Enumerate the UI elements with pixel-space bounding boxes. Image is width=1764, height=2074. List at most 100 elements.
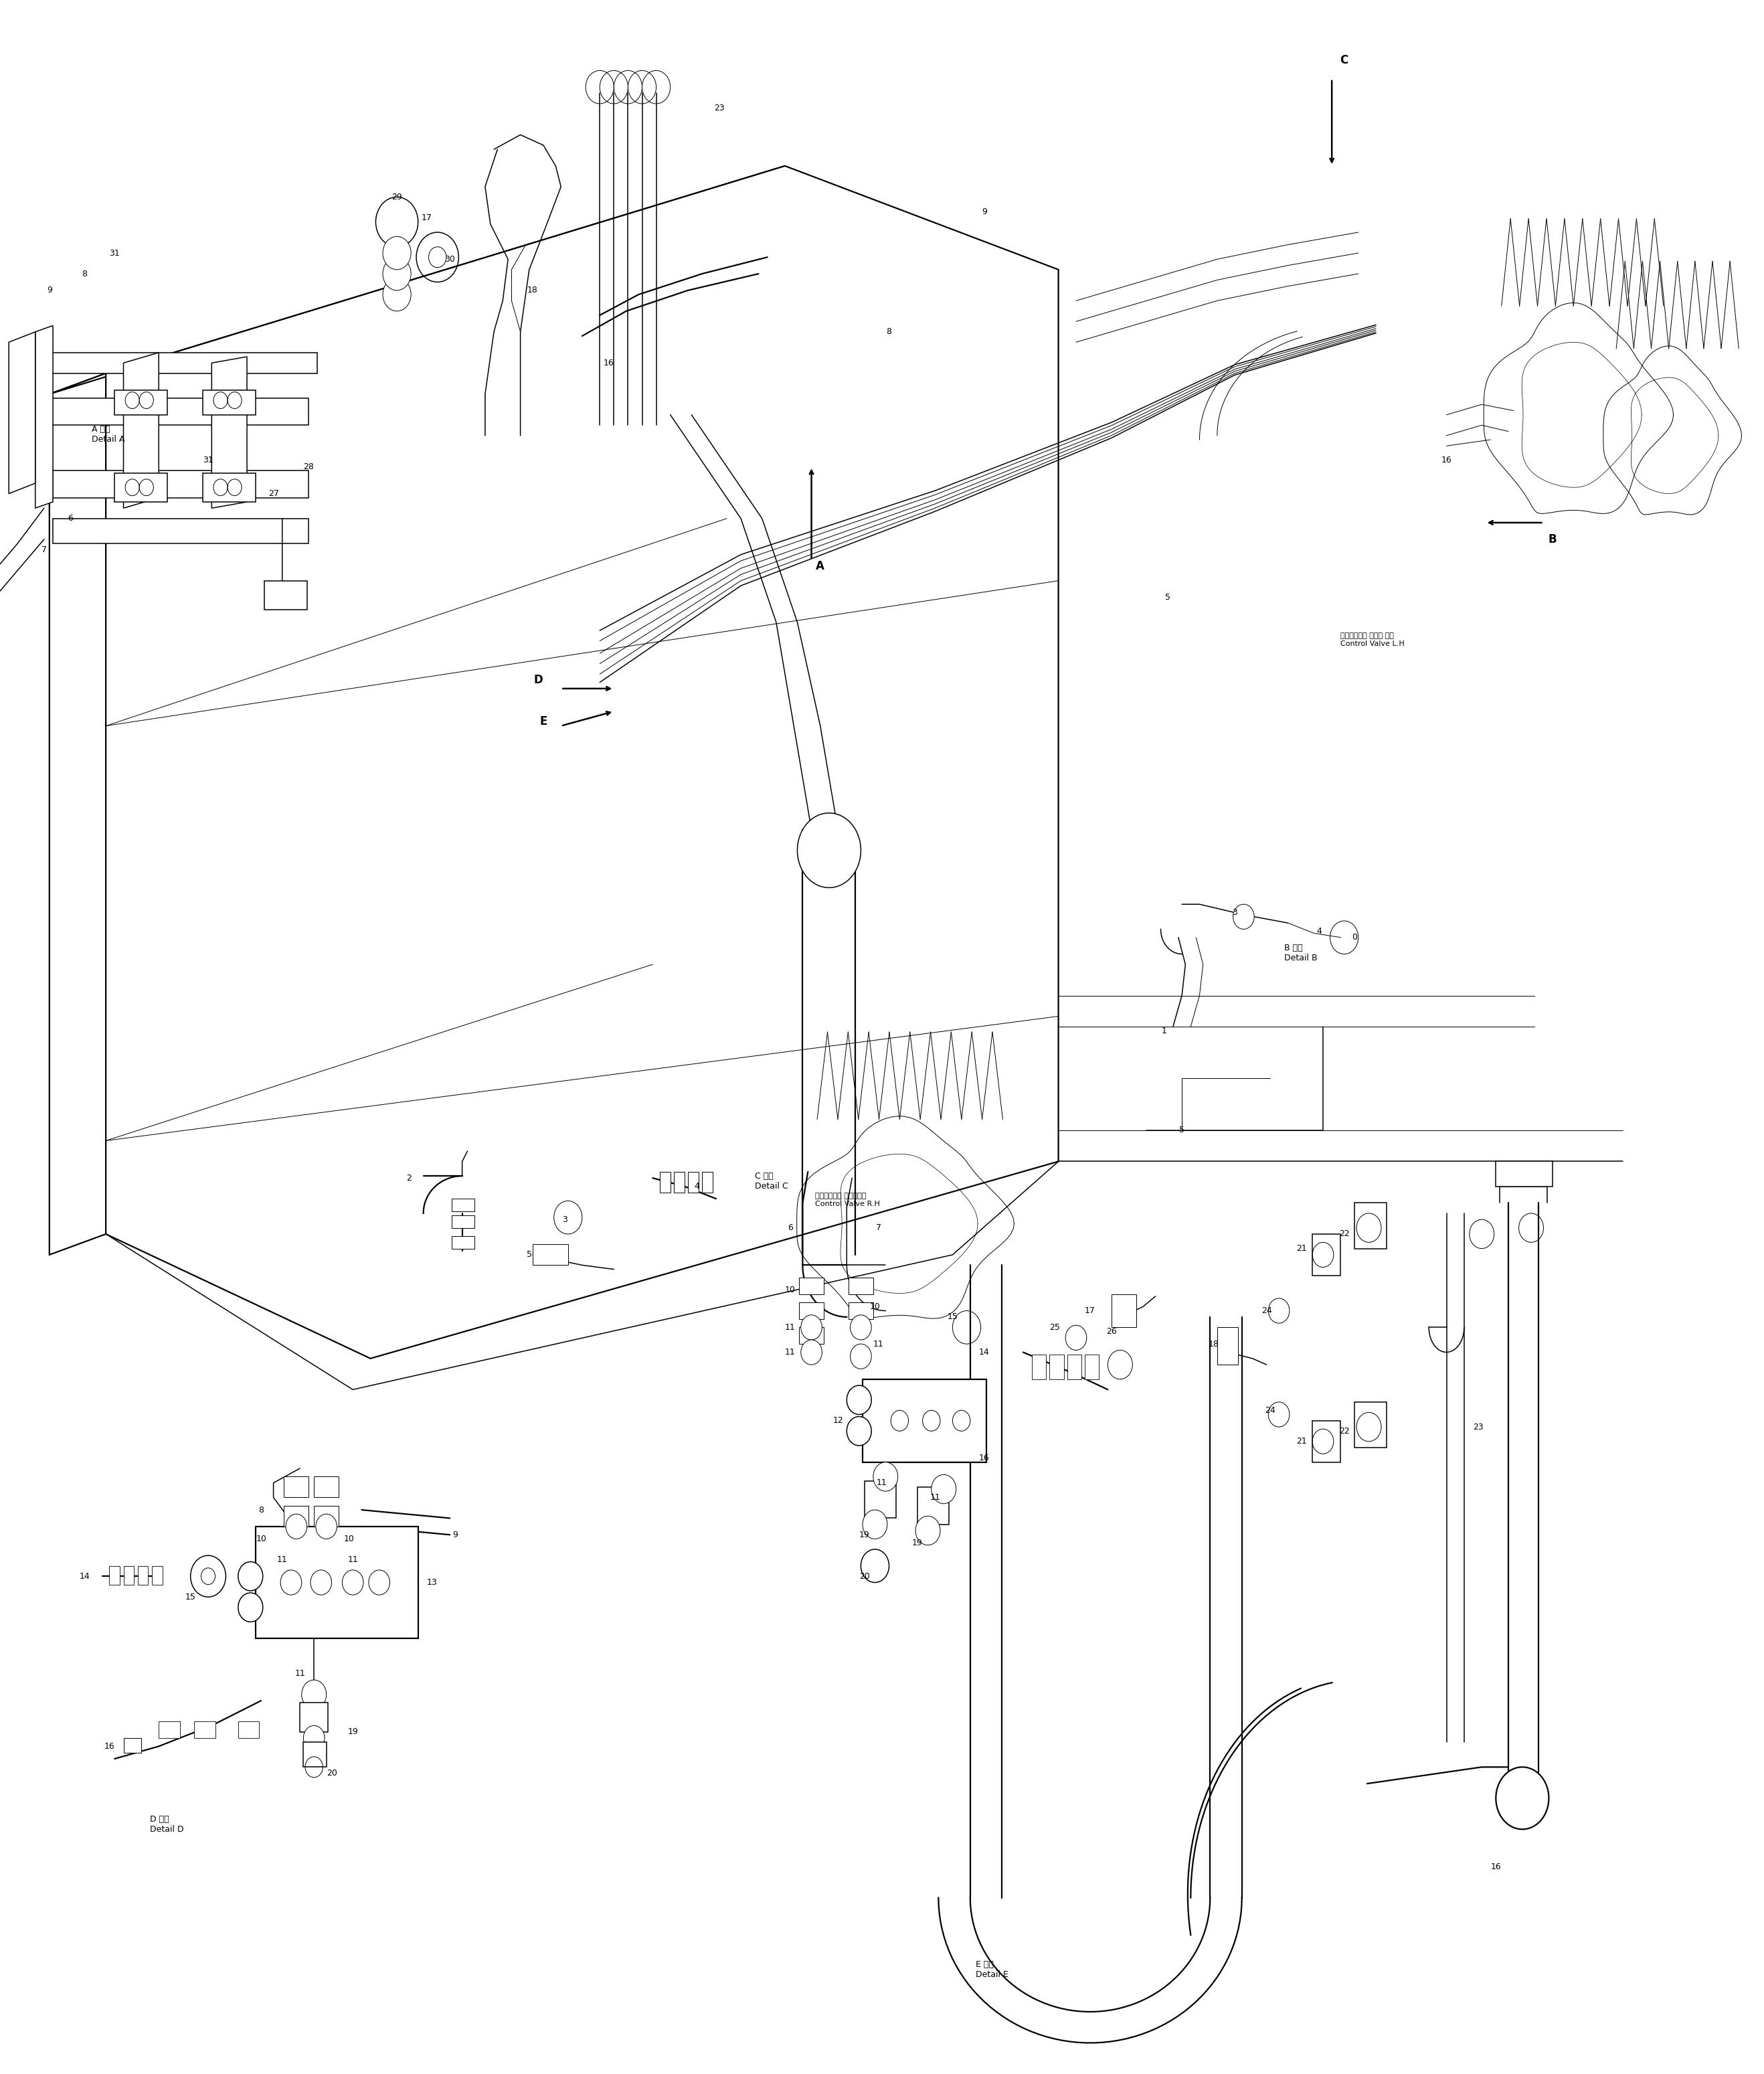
Circle shape [238, 1562, 263, 1591]
Text: 6: 6 [789, 1224, 792, 1232]
FancyBboxPatch shape [256, 1526, 418, 1638]
FancyBboxPatch shape [1050, 1354, 1064, 1379]
FancyBboxPatch shape [115, 473, 168, 502]
Text: 7: 7 [41, 545, 48, 554]
Text: 10: 10 [256, 1535, 266, 1543]
Circle shape [850, 1315, 871, 1340]
Circle shape [342, 1570, 363, 1595]
Text: 22: 22 [1339, 1427, 1349, 1435]
FancyBboxPatch shape [159, 1721, 180, 1738]
FancyBboxPatch shape [452, 1236, 475, 1249]
Circle shape [383, 278, 411, 311]
Text: 19: 19 [912, 1539, 923, 1547]
Text: 10: 10 [785, 1286, 796, 1294]
Text: 11: 11 [873, 1340, 884, 1348]
Circle shape [1268, 1298, 1289, 1323]
FancyBboxPatch shape [1032, 1354, 1046, 1379]
FancyBboxPatch shape [314, 1477, 339, 1497]
FancyBboxPatch shape [848, 1302, 873, 1319]
FancyBboxPatch shape [265, 581, 307, 610]
Circle shape [316, 1514, 337, 1539]
FancyBboxPatch shape [452, 1215, 475, 1228]
Text: 19: 19 [859, 1531, 870, 1539]
Text: E 詳細
Detail E: E 詳細 Detail E [975, 1960, 1009, 1979]
Polygon shape [44, 353, 318, 373]
Text: 11: 11 [877, 1479, 887, 1487]
Text: 1: 1 [1162, 1027, 1166, 1035]
Polygon shape [49, 166, 785, 394]
Text: 11: 11 [295, 1670, 305, 1678]
Polygon shape [44, 398, 309, 425]
FancyBboxPatch shape [238, 1721, 259, 1738]
Text: コントロール バルブ右側
Control Valve R.H: コントロール バルブ右側 Control Valve R.H [815, 1193, 880, 1207]
Circle shape [847, 1385, 871, 1414]
FancyBboxPatch shape [1111, 1294, 1136, 1327]
Text: 21: 21 [1297, 1244, 1307, 1253]
Circle shape [931, 1475, 956, 1504]
Text: 17: 17 [1085, 1307, 1095, 1315]
Polygon shape [123, 353, 159, 508]
Text: 5: 5 [1178, 1126, 1185, 1134]
Text: コントロール バルブ 左側
Control Valve L.H: コントロール バルブ 左側 Control Valve L.H [1341, 633, 1404, 647]
FancyBboxPatch shape [799, 1302, 824, 1319]
Text: 5: 5 [1164, 593, 1171, 601]
Circle shape [1268, 1402, 1289, 1427]
Text: 21: 21 [1297, 1437, 1307, 1446]
Circle shape [303, 1726, 325, 1750]
Text: 8: 8 [258, 1506, 265, 1514]
Circle shape [797, 813, 861, 888]
Text: 30: 30 [445, 255, 455, 263]
Polygon shape [53, 471, 309, 498]
Text: 26: 26 [1106, 1327, 1117, 1336]
Circle shape [1496, 1767, 1549, 1829]
Text: A 詳細
Detail A: A 詳細 Detail A [92, 425, 125, 444]
FancyBboxPatch shape [203, 473, 256, 502]
Circle shape [1108, 1350, 1132, 1379]
Circle shape [850, 1344, 871, 1369]
FancyBboxPatch shape [1085, 1354, 1099, 1379]
Text: 3: 3 [1233, 908, 1237, 917]
Text: 16: 16 [603, 359, 614, 367]
Polygon shape [212, 357, 247, 508]
FancyBboxPatch shape [284, 1506, 309, 1526]
Text: 11: 11 [348, 1556, 358, 1564]
FancyBboxPatch shape [660, 1172, 670, 1193]
FancyBboxPatch shape [1312, 1234, 1341, 1276]
Text: 22: 22 [1339, 1230, 1349, 1238]
Circle shape [953, 1410, 970, 1431]
Text: A: A [817, 560, 824, 572]
Text: 2: 2 [407, 1174, 411, 1182]
Text: 17: 17 [422, 214, 432, 222]
FancyBboxPatch shape [123, 1738, 141, 1753]
Circle shape [383, 236, 411, 270]
Text: 4: 4 [695, 1182, 699, 1190]
Circle shape [201, 1568, 215, 1585]
Circle shape [238, 1593, 263, 1622]
Circle shape [863, 1510, 887, 1539]
Text: 31: 31 [109, 249, 120, 257]
Circle shape [383, 257, 411, 290]
Circle shape [429, 247, 446, 268]
FancyBboxPatch shape [533, 1244, 568, 1265]
Text: 29: 29 [392, 193, 402, 201]
Text: 12: 12 [833, 1417, 843, 1425]
Text: B: B [1549, 533, 1556, 545]
Text: 27: 27 [268, 489, 279, 498]
Text: 11: 11 [277, 1556, 288, 1564]
Polygon shape [106, 166, 1058, 1358]
Text: 16: 16 [1441, 456, 1452, 465]
Text: 25: 25 [1050, 1323, 1060, 1332]
FancyBboxPatch shape [674, 1172, 684, 1193]
Text: 11: 11 [785, 1323, 796, 1332]
Polygon shape [9, 332, 35, 494]
Circle shape [916, 1516, 940, 1545]
Polygon shape [53, 518, 309, 543]
FancyBboxPatch shape [863, 1379, 986, 1462]
Polygon shape [35, 326, 53, 508]
Text: C 詳細
Detail C: C 詳細 Detail C [755, 1172, 789, 1190]
Text: 7: 7 [875, 1224, 882, 1232]
Text: 11: 11 [930, 1493, 940, 1502]
Circle shape [801, 1315, 822, 1340]
Text: 20: 20 [326, 1769, 337, 1777]
Circle shape [286, 1514, 307, 1539]
